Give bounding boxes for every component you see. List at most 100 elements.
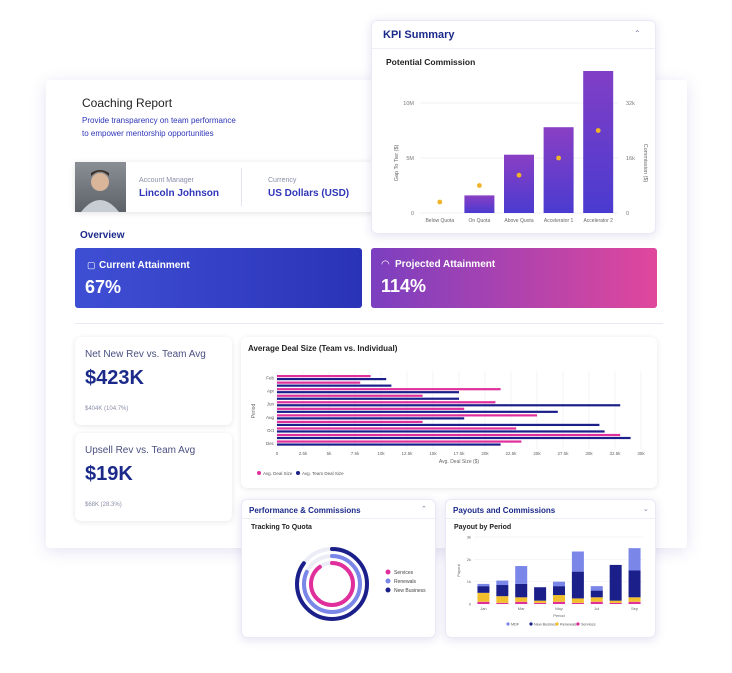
chevron-up-icon[interactable]: ⌃	[421, 506, 427, 513]
net-new-rev-title: Net New Rev vs. Team Avg	[85, 349, 206, 360]
x-tick-label: 10k	[377, 451, 385, 456]
y-axis-label: Gap To Tier ($)	[394, 145, 400, 182]
payout-bar-segment	[590, 586, 603, 591]
page-title: Coaching Report	[82, 96, 173, 110]
legend-label: Avg. Deal Size	[263, 471, 293, 476]
current-attainment-card: ▢ Current Attainment 67%	[75, 248, 362, 308]
legend-label: Services	[581, 623, 596, 627]
ring-progress	[302, 554, 362, 614]
y2-axis-label: Commission ($)	[642, 144, 648, 183]
x-tick-label: 35k	[637, 451, 645, 456]
x-tick-label: Jan	[480, 606, 486, 611]
x-tick-label: 30k	[585, 451, 593, 456]
legend-swatch	[555, 622, 559, 626]
net-new-rev-sub: $404K (104.7%)	[85, 406, 129, 412]
separator	[75, 323, 663, 324]
y2-tick-label: 16k	[626, 156, 635, 162]
payout-bar-segment	[496, 585, 509, 597]
divider	[242, 518, 435, 519]
payout-bar-segment	[553, 581, 565, 587]
payout-bar-segment	[515, 597, 528, 602]
kpi-chart-title: Potential Commission	[386, 57, 476, 67]
avg-deal-bar	[277, 401, 496, 404]
x-tick-label: Accelerator 2	[583, 218, 613, 224]
x-axis-label: Period	[553, 613, 565, 618]
gap-to-tier-dot	[595, 128, 601, 133]
kpi-summary-card: KPI Summary ⌃ Potential Commission 0 5M 10…	[371, 20, 656, 234]
y-tick-label: 3k	[467, 535, 471, 540]
legend-swatch	[576, 622, 580, 626]
chevron-down-icon[interactable]: ⌄	[643, 506, 649, 513]
avg-deal-bar	[277, 420, 423, 424]
x-tick-label: 25k	[533, 451, 541, 456]
legend-label: Renewals	[394, 579, 416, 585]
subtitle-line-2: to empower mentorship opportunities	[82, 129, 214, 138]
x-tick-label: 12.5k	[401, 451, 413, 456]
avg-deal-bar	[277, 427, 517, 430]
manager-name: Lincoln Johnson	[139, 188, 219, 199]
payout-bar-segment	[571, 571, 584, 599]
currency-value: US Dollars (USD)	[268, 188, 350, 199]
performance-card: Performance & Commissions ⌃ Tracking To …	[241, 499, 436, 638]
legend-label: MDF	[511, 623, 520, 627]
payout-bar-segment	[496, 596, 509, 603]
payout-bar-segment	[553, 601, 565, 604]
x-tick-label: Mar	[518, 606, 526, 611]
subtitle-line-1: Provide transparency on team performance	[82, 116, 236, 125]
avg-team-deal-bar	[277, 423, 600, 427]
payout-bar-segment	[515, 583, 528, 598]
avg-deal-bar	[277, 394, 423, 397]
projected-attainment-card: ◠ Projected Attainment 114%	[371, 248, 657, 308]
y2-tick-label: 32k	[626, 101, 635, 107]
potential-commission-chart: 0 5M 10M 0 16k 32k Gap To Tier ($) Commission (…	[394, 71, 648, 224]
avg-team-deal-bar	[277, 417, 465, 420]
upsell-rev-card: Upsell Rev vs. Team Avg $19K $68K (28.3%…	[75, 433, 232, 521]
gauge-icon: ◠	[381, 259, 390, 270]
briefcase-icon: ▢	[87, 260, 96, 270]
payout-bar-segment	[628, 601, 641, 604]
x-tick-label: Below Quota	[425, 218, 454, 224]
gap-to-tier-dot	[437, 199, 443, 205]
divider	[372, 48, 655, 49]
legend-label: New Business	[534, 623, 558, 627]
legend-swatch	[257, 471, 261, 475]
legend-swatch	[385, 587, 391, 593]
y-tick-label: 2k	[467, 557, 471, 562]
y-tick-label: 5M	[406, 156, 414, 162]
legend-label: Renewals	[560, 623, 577, 627]
x-tick-label: 32.5k	[609, 451, 621, 456]
avg-deal-bar	[277, 440, 522, 443]
current-attainment-label: Current Attainment	[99, 260, 190, 271]
payout-bar-segment	[534, 600, 547, 603]
payout-bar-segment	[590, 601, 603, 604]
legend-label: New Business	[394, 588, 426, 594]
x-tick-label: 27.5k	[557, 451, 569, 456]
divider	[446, 518, 655, 519]
x-tick-label: 22.5k	[505, 451, 517, 456]
payout-bar-segment	[571, 551, 584, 572]
payout-bar-segment	[571, 598, 584, 603]
payout-by-period-chart: 0 1k 2k 3k Payout Period Jan Mar May Jul Sep MDF New…	[456, 535, 644, 627]
manager-label: Account Manager	[139, 177, 194, 184]
x-tick-label: On Quota	[469, 218, 491, 224]
y-axis-label: Payout	[456, 563, 461, 576]
legend-swatch	[296, 471, 300, 475]
chevron-up-icon[interactable]: ⌃	[634, 29, 641, 38]
payout-bar-segment	[571, 602, 584, 604]
x-tick-label: Jul	[594, 606, 599, 611]
avg-deal-bar	[277, 407, 465, 410]
avg-deal-bar	[277, 433, 621, 437]
x-tick-label: Sep	[631, 606, 639, 611]
avg-deal-bar	[277, 381, 361, 384]
commission-bar	[543, 127, 574, 213]
payout-bar-segment	[534, 602, 547, 604]
deal-size-chart: 0 2.5k 5k 7.5k 10k 12.5k 15k 17.5k 20k 22.5k 25k 27…	[251, 371, 645, 476]
y-axis-label: Period	[251, 404, 257, 419]
currency-label: Currency	[268, 177, 297, 184]
payout-bar-segment	[609, 600, 622, 603]
y-tick-label: 0	[411, 211, 414, 217]
gap-to-tier-dot	[556, 155, 561, 161]
x-tick-label: 20k	[481, 451, 489, 456]
y-tick-label: Feb	[266, 376, 274, 381]
payout-bar-segment	[477, 601, 490, 604]
